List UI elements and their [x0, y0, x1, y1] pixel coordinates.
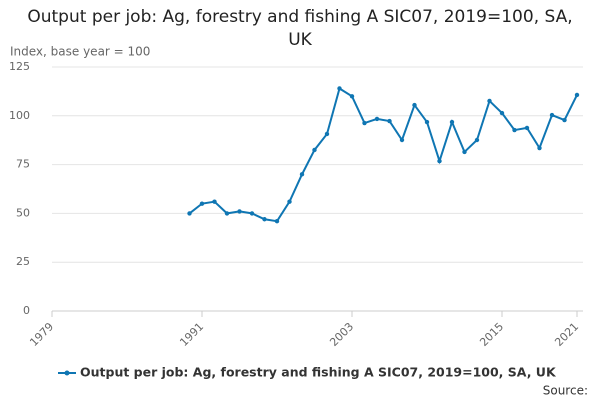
point: [249, 211, 255, 216]
point: [362, 120, 367, 126]
point: [299, 172, 305, 177]
source: Source:: [543, 384, 588, 398]
y-tick-label: 25: [16, 255, 30, 268]
y-tick-label: 50: [16, 206, 30, 219]
x-tick-label: 1991: [177, 320, 206, 349]
point: [487, 98, 492, 104]
x-tick-label: 1979: [27, 320, 56, 349]
point: [449, 119, 455, 125]
point: [512, 127, 517, 133]
y-tick-label: 100: [9, 109, 30, 122]
series-line: [188, 86, 578, 223]
point: [499, 110, 505, 116]
x-tick-label: 2015: [477, 320, 506, 349]
point: [412, 102, 417, 108]
point: [537, 145, 542, 151]
point: [524, 125, 530, 131]
legend-label: Output per job: Ag, forestry and fishing…: [80, 365, 557, 380]
point: [287, 199, 292, 204]
point: [562, 117, 567, 123]
y-tick-label: 0: [23, 304, 30, 317]
point: [324, 131, 330, 137]
point: [262, 217, 267, 222]
point: [474, 137, 480, 143]
point: [549, 112, 555, 118]
point: [374, 116, 380, 122]
point: [437, 158, 442, 164]
chart-title: Output per job: Ag, forestry and fishing…: [27, 7, 573, 50]
point: [349, 94, 355, 99]
y-tick-label: 75: [16, 158, 30, 171]
point: [199, 201, 205, 206]
point: [187, 211, 192, 216]
point: [387, 118, 392, 124]
point: [574, 92, 580, 98]
point: [462, 149, 467, 155]
point: [237, 209, 242, 214]
x-tick-label: 2003: [327, 320, 356, 349]
point: [274, 219, 280, 224]
point: [337, 86, 342, 91]
point: [224, 211, 230, 216]
y-tick-label: 125: [9, 60, 30, 73]
point: [312, 147, 317, 153]
y-axis-label: Index, base year = 100: [10, 45, 150, 59]
point: [399, 137, 405, 143]
point: [212, 199, 217, 204]
x-tick-label: 2021: [552, 320, 581, 349]
legend-marker: [64, 370, 70, 376]
point: [424, 119, 430, 125]
